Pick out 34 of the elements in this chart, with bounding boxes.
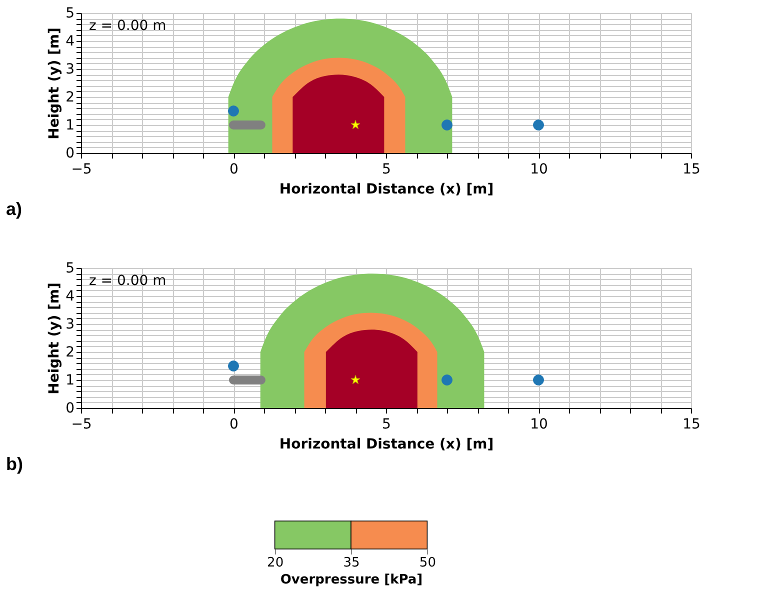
x-tick-label: −5 [71,416,92,432]
text: a) [6,199,22,219]
y-tick-label: 3 [66,316,74,332]
text: b) [6,454,23,474]
x-tick-label: 5 [382,416,391,432]
x-axis-title: Horizontal Distance (x) [m] [279,436,494,452]
y-tick-label: 4 [66,288,75,304]
x-tick-label: 0 [230,162,238,178]
annotation: z = 0.00 m [89,18,166,34]
annotation: z = 0.00 m [89,273,166,289]
y-tick-label: 4 [66,34,75,50]
y-tick-label: 0 [66,146,74,162]
x-tick-label: 10 [530,162,548,178]
x-tick-label: −5 [71,162,92,178]
y-tick-label: 2 [66,344,74,360]
color-bar-title: Overpressure [kPa] [280,572,423,588]
x-axis-title: Horizontal Distance (x) [m] [279,182,494,198]
y-tick-label: 5 [66,6,74,22]
y-axis-title: Height (y) [m] [46,28,63,140]
x-tick-label: 15 [682,162,700,178]
color-bar-label: 20 [267,556,284,570]
y-axis-title: Height (y) [m] [46,282,63,394]
y-tick-label: 2 [66,90,74,106]
y-tick-label: 1 [66,118,74,134]
color-bar-label: 50 [419,556,436,570]
y-tick-label: 5 [66,260,74,276]
x-tick-label: 10 [530,416,548,432]
x-tick-label: 5 [382,162,391,178]
x-tick-label: 0 [230,416,238,432]
x-tick-label: 15 [682,416,700,432]
y-tick-label: 3 [66,62,74,78]
y-tick-label: 1 [66,372,74,388]
y-tick-label: 0 [66,400,74,416]
color-bar-label: 35 [343,556,360,570]
